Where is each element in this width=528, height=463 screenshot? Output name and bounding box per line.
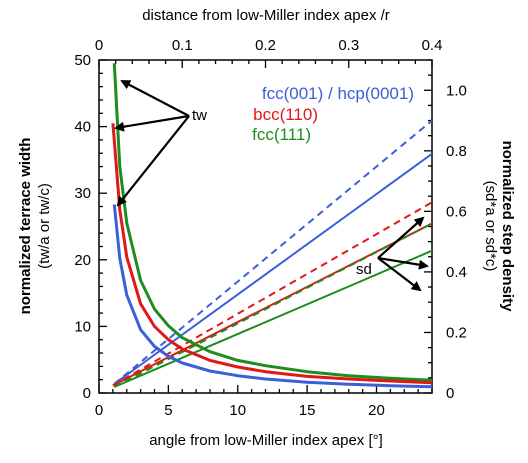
tw-annotation-arrows	[114, 80, 190, 207]
x-tick-label: 10	[229, 402, 246, 419]
x-tick-label: 5	[164, 402, 172, 419]
y2-tick-label: 0.2	[446, 324, 467, 341]
y2-tick-label: 0.8	[446, 143, 467, 160]
tw-annotation-label: tw	[192, 107, 207, 124]
terrace-width-curve-bcc110	[111, 123, 433, 385]
x-top-tick-label: 0.4	[422, 37, 443, 54]
sd-annotation-label: sd	[356, 261, 372, 278]
y2-axis-title: normalized step density	[499, 141, 516, 313]
y-axis-subtitle: (tw/a or tw/c)	[36, 183, 53, 269]
x-tick-label: 20	[368, 402, 385, 419]
terrace-width-curve-fcc001	[112, 204, 433, 389]
x-top-tick-label: 0.2	[255, 37, 276, 54]
step-density-dashed-fcc001	[113, 119, 433, 385]
x-tick-label: 15	[299, 402, 316, 419]
step-density-dashed-bcc110	[112, 201, 433, 387]
legend-entry-fcc001: fcc(001) / hcp(0001)	[262, 84, 414, 103]
axis-ticks: 0 5 10 15 200 0.1 0.2 0.3 0.40102030405000.20.40…	[74, 37, 467, 419]
y2-tick-label: 0.4	[446, 264, 467, 281]
step-density-solid-fcc001	[113, 153, 433, 385]
x-top-tick-label: 0.3	[338, 37, 359, 54]
y-tick-label: 40	[74, 119, 91, 136]
y-tick-label: 20	[74, 252, 91, 269]
series-lines	[111, 63, 433, 389]
y-tick-label: 10	[74, 318, 91, 335]
legend-entry-fcc111: fcc(111)	[252, 125, 311, 144]
y-axis-title: normalized terrace width	[17, 138, 34, 315]
y2-axis-subtitle: (sd*a or sd*c)	[482, 181, 499, 272]
y2-tick-label: 0	[446, 385, 454, 402]
x-axis-title: angle from low-Miller index apex [°]	[149, 432, 383, 449]
y-tick-label: 50	[74, 52, 91, 69]
x-top-tick-label: 0	[95, 37, 103, 54]
y-tick-label: 0	[83, 385, 91, 402]
sd-annotation-arrows	[377, 216, 429, 292]
x-top-axis-title: distance from low-Miller index apex /r	[142, 7, 390, 24]
terrace-width-curve-fcc111	[112, 63, 433, 382]
y2-tick-label: 1.0	[446, 82, 467, 99]
y2-tick-label: 0.6	[446, 203, 467, 220]
legend-entry-bcc110: bcc(110)	[253, 105, 318, 124]
step-density-solid-fcc111	[113, 249, 433, 388]
step-density-solid-bcc110	[112, 222, 433, 387]
x-top-tick-label: 0.1	[172, 37, 193, 54]
x-tick-label: 0	[95, 402, 103, 419]
y-tick-label: 30	[74, 185, 91, 202]
